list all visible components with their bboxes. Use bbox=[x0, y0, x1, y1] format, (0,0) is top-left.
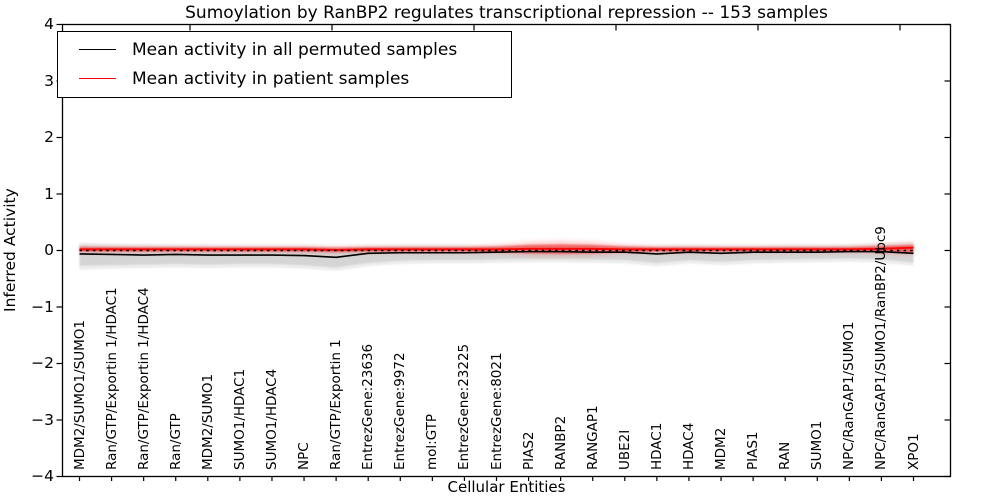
permuted-line-icon bbox=[79, 49, 116, 50]
legend-entry-permuted: Mean activity in all permuted samples bbox=[58, 35, 511, 64]
legend-label-patient: Mean activity in patient samples bbox=[132, 68, 410, 89]
permuted-mean-line bbox=[79, 250, 914, 259]
legend-entry-patient: Mean activity in patient samples bbox=[58, 64, 511, 93]
legend-label-permuted: Mean activity in all permuted samples bbox=[132, 39, 458, 60]
patient-mean-line bbox=[79, 246, 914, 251]
patient-line-icon bbox=[79, 78, 116, 79]
legend: Mean activity in all permuted samples Me… bbox=[57, 31, 512, 98]
